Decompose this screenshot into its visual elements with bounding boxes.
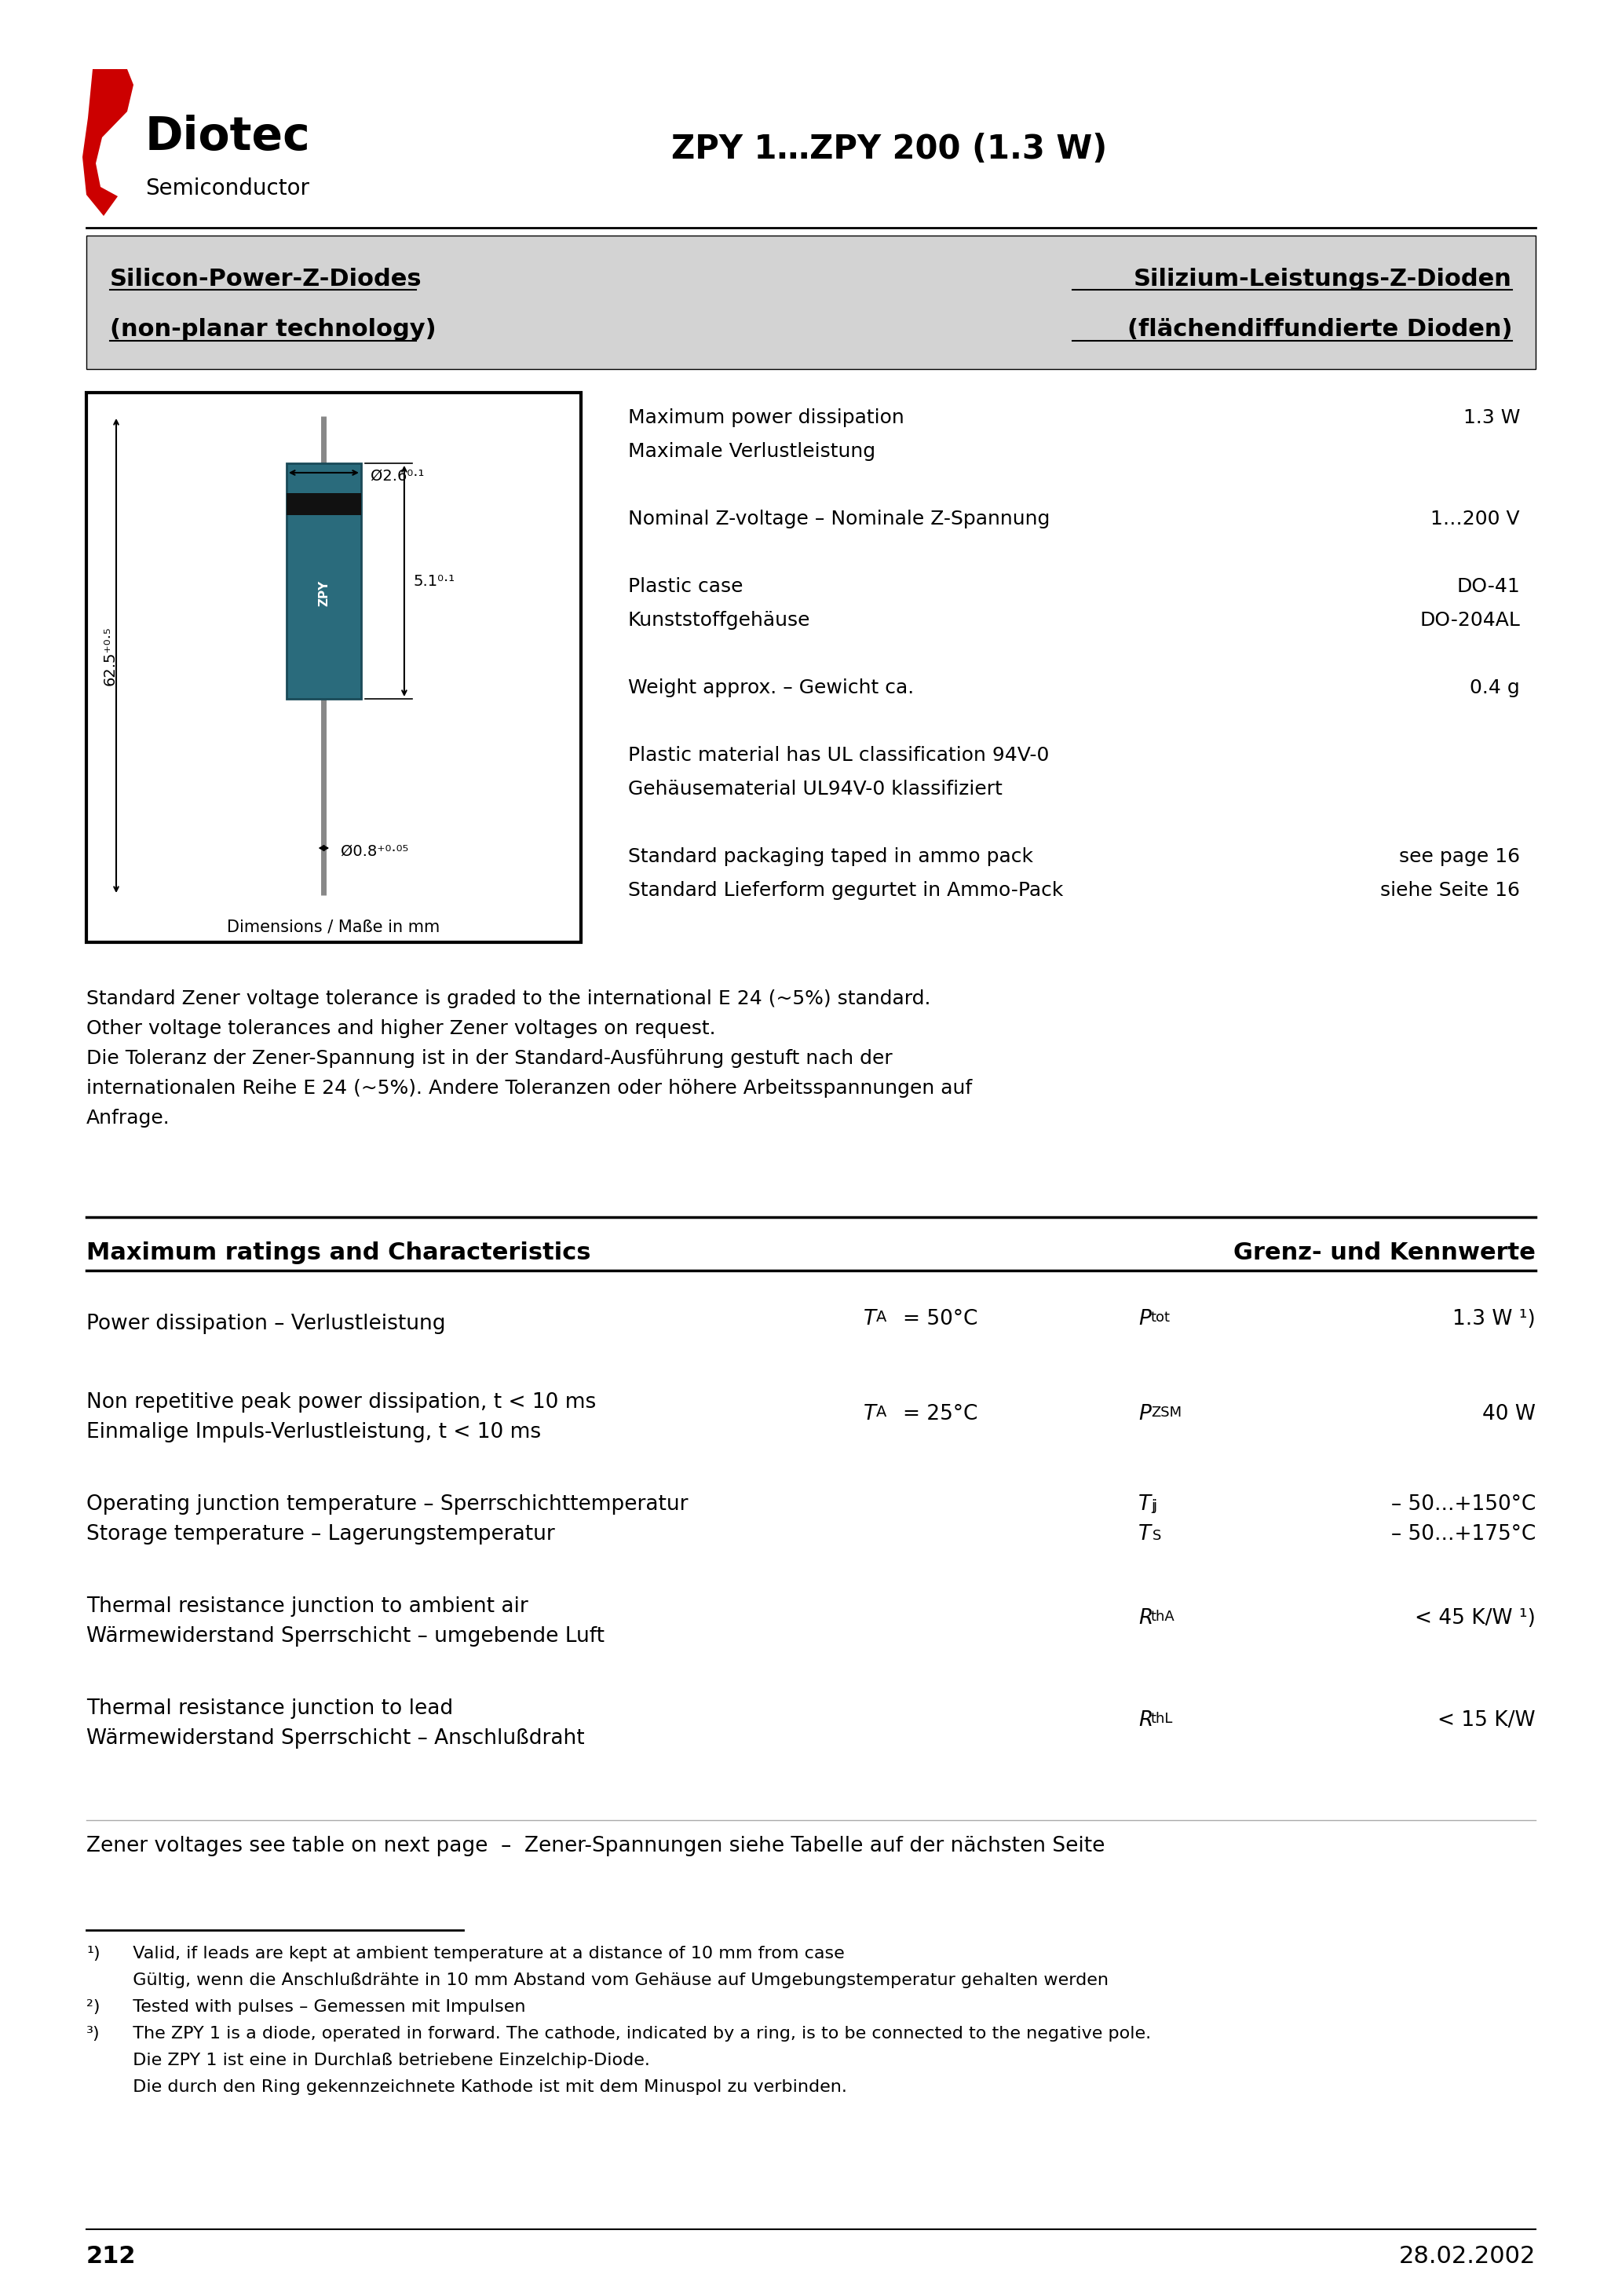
Text: 1…200 V: 1…200 V xyxy=(1431,510,1520,528)
Text: R: R xyxy=(1139,1711,1153,1731)
Text: Zener voltages see table on next page  –  Zener-Spannungen siehe Tabelle auf der: Zener voltages see table on next page – … xyxy=(86,1837,1105,1855)
Text: 62.5⁺⁰·⁵: 62.5⁺⁰·⁵ xyxy=(102,627,117,684)
Text: Gültig, wenn die Anschlußdrähte in 10 mm Abstand vom Gehäuse auf Umgebungstemper: Gültig, wenn die Anschlußdrähte in 10 mm… xyxy=(122,1972,1108,1988)
Text: 28.02.2002: 28.02.2002 xyxy=(1398,2245,1536,2268)
Text: Tested with pulses – Gemessen mit Impulsen: Tested with pulses – Gemessen mit Impuls… xyxy=(122,2000,526,2016)
Text: T: T xyxy=(863,1403,876,1424)
Text: siehe Seite 16: siehe Seite 16 xyxy=(1380,882,1520,900)
Text: Einmalige Impuls-Verlustleistung, t < 10 ms: Einmalige Impuls-Verlustleistung, t < 10… xyxy=(86,1421,542,1442)
Text: Semiconductor: Semiconductor xyxy=(146,177,310,200)
Text: Die ZPY 1 ist eine in Durchlaß betriebene Einzelchip-Diode.: Die ZPY 1 ist eine in Durchlaß betrieben… xyxy=(122,2053,650,2069)
Text: Thermal resistance junction to ambient air: Thermal resistance junction to ambient a… xyxy=(86,1596,529,1616)
Text: Operating junction temperature – Sperrschichttemperatur: Operating junction temperature – Sperrsc… xyxy=(86,1495,688,1515)
Text: DO-204AL: DO-204AL xyxy=(1419,611,1520,629)
Text: Valid, if leads are kept at ambient temperature at a distance of 10 mm from case: Valid, if leads are kept at ambient temp… xyxy=(122,1945,845,1961)
Text: Other voltage tolerances and higher Zener voltages on request.: Other voltage tolerances and higher Zene… xyxy=(86,1019,715,1038)
Text: R: R xyxy=(1139,1607,1153,1628)
Text: 212: 212 xyxy=(86,2245,136,2268)
Text: Storage temperature – Lagerungstemperatur: Storage temperature – Lagerungstemperatu… xyxy=(86,1525,555,1545)
Text: S: S xyxy=(1153,1529,1161,1543)
Text: – 50...+150°C: – 50...+150°C xyxy=(1392,1495,1536,1515)
Text: thL: thL xyxy=(1152,1711,1173,1727)
Polygon shape xyxy=(83,69,133,216)
Text: 1.3 W ¹): 1.3 W ¹) xyxy=(1453,1309,1536,1329)
Text: P: P xyxy=(1139,1309,1152,1329)
Text: 5.1⁰·¹: 5.1⁰·¹ xyxy=(414,574,456,588)
Text: P: P xyxy=(1139,1403,1152,1424)
Text: Diotec: Diotec xyxy=(146,115,311,161)
Text: Wärmewiderstand Sperrschicht – Anschlußdraht: Wärmewiderstand Sperrschicht – Anschlußd… xyxy=(86,1729,584,1750)
Text: 40 W: 40 W xyxy=(1483,1403,1536,1424)
Text: Maximale Verlustleistung: Maximale Verlustleistung xyxy=(628,443,876,461)
Text: Maximum ratings and Characteristics: Maximum ratings and Characteristics xyxy=(86,1242,590,1263)
Text: T: T xyxy=(1139,1525,1152,1545)
Text: internationalen Reihe E 24 (~5%). Andere Toleranzen oder höhere Arbeitsspannunge: internationalen Reihe E 24 (~5%). Andere… xyxy=(86,1079,972,1097)
Text: T: T xyxy=(863,1309,876,1329)
Text: see page 16: see page 16 xyxy=(1398,847,1520,866)
Text: < 15 K/W: < 15 K/W xyxy=(1437,1711,1536,1731)
Bar xyxy=(287,494,362,514)
Text: Gehäusematerial UL94V-0 klassifiziert: Gehäusematerial UL94V-0 klassifiziert xyxy=(628,781,1002,799)
Bar xyxy=(86,236,1536,370)
Text: A: A xyxy=(876,1309,887,1325)
Text: (flächendiffundierte Dioden): (flächendiffundierte Dioden) xyxy=(1127,319,1512,342)
Text: Anfrage.: Anfrage. xyxy=(86,1109,170,1127)
Text: Plastic material has UL classification 94V-0: Plastic material has UL classification 9… xyxy=(628,746,1049,765)
Text: Die durch den Ring gekennzeichnete Kathode ist mit dem Minuspol zu verbinden.: Die durch den Ring gekennzeichnete Katho… xyxy=(122,2080,847,2094)
Text: Kunststoffgehäuse: Kunststoffgehäuse xyxy=(628,611,811,629)
Text: Wärmewiderstand Sperrschicht – umgebende Luft: Wärmewiderstand Sperrschicht – umgebende… xyxy=(86,1626,605,1646)
Text: Ø2.6⁰·¹: Ø2.6⁰·¹ xyxy=(370,468,425,482)
Text: DO-41: DO-41 xyxy=(1457,576,1520,597)
Text: Grenz- und Kennwerte: Grenz- und Kennwerte xyxy=(1233,1242,1536,1263)
Text: Power dissipation – Verlustleistung: Power dissipation – Verlustleistung xyxy=(86,1313,446,1334)
Text: Non repetitive peak power dissipation, t < 10 ms: Non repetitive peak power dissipation, t… xyxy=(86,1391,595,1412)
Text: ZPY 1…ZPY 200 (1.3 W): ZPY 1…ZPY 200 (1.3 W) xyxy=(672,133,1108,165)
Text: ZPY: ZPY xyxy=(318,581,329,606)
Text: Maximum power dissipation: Maximum power dissipation xyxy=(628,409,903,427)
Text: The ZPY 1 is a diode, operated in forward. The cathode, indicated by a ring, is : The ZPY 1 is a diode, operated in forwar… xyxy=(122,2025,1152,2041)
Text: (non-planar technology): (non-planar technology) xyxy=(110,319,436,342)
Text: Plastic case: Plastic case xyxy=(628,576,743,597)
Text: 0.4 g: 0.4 g xyxy=(1470,677,1520,698)
Text: ZSM: ZSM xyxy=(1152,1405,1182,1419)
Text: Standard Zener voltage tolerance is graded to the international E 24 (~5%) stand: Standard Zener voltage tolerance is grad… xyxy=(86,990,931,1008)
Text: Dimensions / Maße in mm: Dimensions / Maße in mm xyxy=(227,918,440,934)
Text: 1.3 W: 1.3 W xyxy=(1463,409,1520,427)
Text: – 50...+175°C: – 50...+175°C xyxy=(1392,1525,1536,1545)
Text: Nominal Z-voltage – Nominale Z-Spannung: Nominal Z-voltage – Nominale Z-Spannung xyxy=(628,510,1049,528)
Text: ³): ³) xyxy=(86,2025,101,2041)
Bar xyxy=(287,464,362,698)
Text: = 50°C: = 50°C xyxy=(903,1309,978,1329)
Text: j: j xyxy=(1153,1499,1156,1513)
Bar xyxy=(86,393,581,941)
Text: j: j xyxy=(1152,1499,1155,1513)
Text: A: A xyxy=(876,1405,887,1419)
Text: Standard packaging taped in ammo pack: Standard packaging taped in ammo pack xyxy=(628,847,1033,866)
Text: ²): ²) xyxy=(86,2000,101,2016)
Text: Ø0.8⁺⁰·⁰⁵: Ø0.8⁺⁰·⁰⁵ xyxy=(341,843,409,859)
Text: Weight approx. – Gewicht ca.: Weight approx. – Gewicht ca. xyxy=(628,677,915,698)
Text: thA: thA xyxy=(1152,1609,1174,1623)
Text: Standard Lieferform gegurtet in Ammo-Pack: Standard Lieferform gegurtet in Ammo-Pac… xyxy=(628,882,1064,900)
Text: = 25°C: = 25°C xyxy=(903,1403,978,1424)
Text: Silizium-Leistungs-Z-Dioden: Silizium-Leistungs-Z-Dioden xyxy=(1134,266,1512,289)
Text: T: T xyxy=(1139,1495,1152,1515)
Text: Die Toleranz der Zener-Spannung ist in der Standard-Ausführung gestuft nach der: Die Toleranz der Zener-Spannung ist in d… xyxy=(86,1049,892,1068)
Text: Thermal resistance junction to lead: Thermal resistance junction to lead xyxy=(86,1699,453,1720)
Text: ¹): ¹) xyxy=(86,1945,101,1961)
Text: < 45 K/W ¹): < 45 K/W ¹) xyxy=(1414,1607,1536,1628)
Text: Silicon-Power-Z-Diodes: Silicon-Power-Z-Diodes xyxy=(110,266,422,289)
Text: tot: tot xyxy=(1152,1311,1171,1325)
